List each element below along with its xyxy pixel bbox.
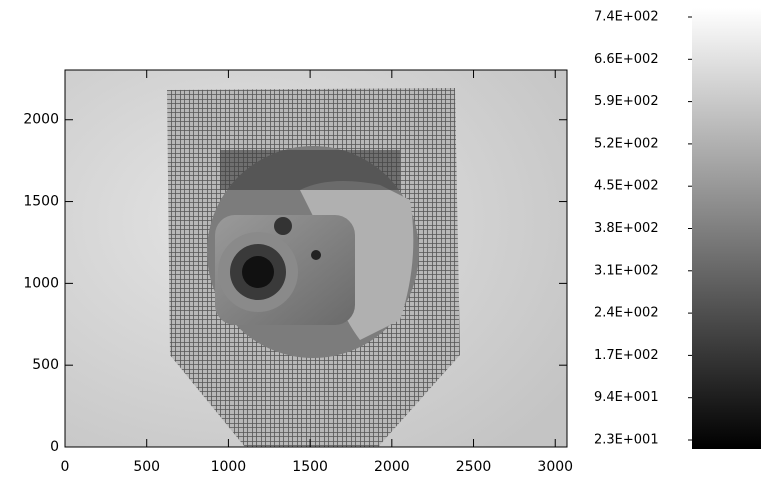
x-tick-label: 3000 xyxy=(537,459,573,475)
y-tick-label: 1500 xyxy=(23,194,59,210)
x-tick-label: 2500 xyxy=(456,459,492,475)
colorbar-scale xyxy=(692,8,761,449)
colorbar-tick-label: 5.9E+002 xyxy=(594,94,659,109)
x-tick-label: 1500 xyxy=(292,459,328,475)
colorbar-tick-label: 7.4E+002 xyxy=(594,10,659,25)
colorbar-tick-label: 2.3E+001 xyxy=(594,433,659,448)
colorbar-tick-label: 2.4E+002 xyxy=(594,306,659,321)
plot-frame xyxy=(64,69,568,448)
colorbar-tick-label: 3.1E+002 xyxy=(594,263,659,278)
x-tick-label: 500 xyxy=(133,459,160,475)
image xyxy=(65,70,567,447)
y-tick-label: 0 xyxy=(50,439,59,455)
colorbar-tick-label: 5.2E+002 xyxy=(594,136,659,151)
y-tick-label: 500 xyxy=(32,357,59,373)
colorbar-tick-label: 6.6E+002 xyxy=(594,52,659,67)
colorbar-tick-label: 1.7E+002 xyxy=(594,348,659,363)
x-tick-label: 0 xyxy=(61,459,70,475)
colorbar-tick-label: 9.4E+001 xyxy=(594,390,659,405)
colorbar: 2.3E+001 9.4E+001 1.7E+002 2.4E+002 3.1E+002… xyxy=(594,8,761,449)
colorbar-tick-label: 4.5E+002 xyxy=(594,179,659,194)
x-tick-label: 2000 xyxy=(374,459,410,475)
x-tick-label: 1000 xyxy=(211,459,247,475)
y-tick-label: 2000 xyxy=(23,112,59,128)
y-tick-label: 1000 xyxy=(23,275,59,291)
colorbar-tick-label: 3.8E+002 xyxy=(594,221,659,236)
